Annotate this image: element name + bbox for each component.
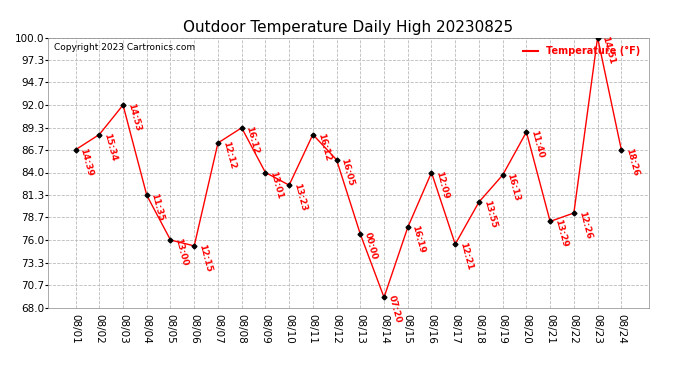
Text: 13:29: 13:29	[553, 219, 569, 249]
Text: 14:39: 14:39	[79, 147, 95, 177]
Text: 16:13: 16:13	[506, 172, 522, 202]
Text: 12:12: 12:12	[221, 140, 237, 170]
Text: 16:12: 16:12	[315, 132, 332, 162]
Text: 12:09: 12:09	[434, 170, 451, 200]
Text: 13:23: 13:23	[292, 182, 308, 212]
Text: 14:51: 14:51	[600, 35, 616, 65]
Text: 11:35: 11:35	[150, 192, 166, 222]
Text: 12:21: 12:21	[458, 242, 474, 272]
Text: 11:40: 11:40	[529, 129, 545, 159]
Text: 12:26: 12:26	[577, 210, 593, 240]
Text: 15:34: 15:34	[102, 132, 118, 162]
Text: 13:55: 13:55	[482, 199, 497, 229]
Text: 16:12: 16:12	[244, 125, 261, 155]
Text: 13:01: 13:01	[268, 170, 284, 200]
Text: 14:53: 14:53	[126, 102, 142, 132]
Text: 13:00: 13:00	[173, 237, 189, 267]
Text: 16:05: 16:05	[339, 157, 355, 187]
Title: Outdoor Temperature Daily High 20230825: Outdoor Temperature Daily High 20230825	[184, 20, 513, 35]
Text: Copyright 2023 Cartronics.com: Copyright 2023 Cartronics.com	[55, 43, 195, 52]
Text: 12:15: 12:15	[197, 243, 213, 273]
Text: 00:00: 00:00	[363, 231, 379, 261]
Text: 07:20: 07:20	[387, 295, 403, 324]
Legend: Temperature (°F): Temperature (°F)	[520, 42, 644, 60]
Text: 16:19: 16:19	[411, 225, 426, 255]
Text: 18:26: 18:26	[624, 147, 640, 177]
